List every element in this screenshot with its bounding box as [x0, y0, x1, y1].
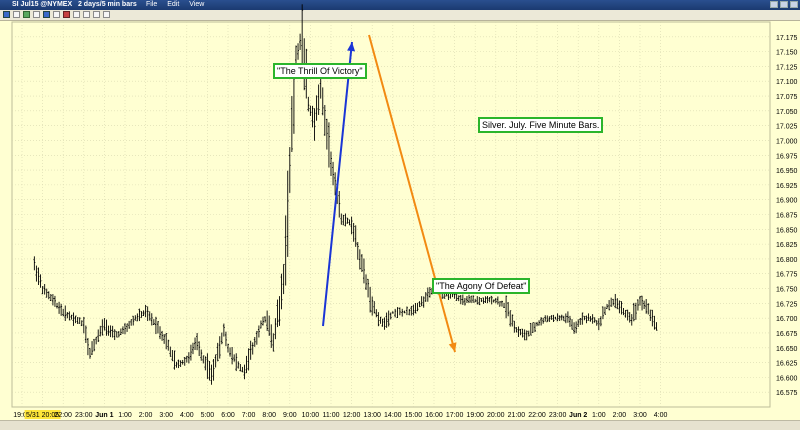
x-tick-label: Jun 1	[95, 412, 113, 419]
zoom-in-icon[interactable]	[43, 11, 50, 18]
x-tick-label: 12:00	[343, 412, 361, 419]
y-tick-label: 16.825	[776, 242, 798, 249]
menu-edit[interactable]: Edit	[167, 1, 180, 8]
y-tick-label: 16.900	[776, 198, 798, 205]
y-tick-label: 17.100	[776, 79, 798, 86]
x-tick-label: 22:00	[528, 412, 546, 419]
y-tick-label: 16.675	[776, 331, 798, 338]
x-tick-label: 10:00	[302, 412, 320, 419]
y-tick-label: 17.000	[776, 138, 798, 145]
x-tick-label: 19:00	[13, 412, 31, 419]
chart-scrollbar[interactable]	[0, 420, 800, 430]
x-tick-highlight	[24, 410, 61, 419]
cursor-tool-icon[interactable]	[3, 11, 10, 18]
agony-of-defeat-label: "The Agony Of Defeat"	[432, 278, 531, 294]
print-icon[interactable]	[103, 11, 110, 18]
chart-grid	[11, 21, 771, 408]
x-tick-label: 2:00	[613, 412, 627, 419]
y-tick-label: 17.075	[776, 94, 798, 101]
down-arrow-head	[448, 342, 457, 352]
refresh-icon[interactable]	[93, 11, 100, 18]
x-tick-label: 5/31 20:05	[26, 412, 59, 419]
up-arrow	[322, 41, 353, 327]
menu-bar: File Edit View	[146, 0, 212, 10]
y-tick-label: 17.050	[776, 109, 798, 116]
y-tick-label: 16.700	[776, 316, 798, 323]
grid-toggle-icon[interactable]	[73, 11, 80, 18]
down-arrow	[368, 34, 456, 353]
y-tick-label: 16.725	[776, 301, 798, 308]
x-tick-label: 8:00	[262, 412, 276, 419]
x-tick-label: 1:00	[592, 412, 606, 419]
y-tick-label: 16.950	[776, 168, 798, 175]
x-tick-label: 4:00	[654, 412, 668, 419]
window-titlebar: SI Jul15 @NYMEX 2 days/5 min bars File E…	[0, 0, 800, 10]
thrill-of-victory-label: "The Thrill Of Victory"	[273, 63, 367, 79]
x-tick-label: 16:00	[425, 412, 443, 419]
menu-view[interactable]: View	[189, 1, 205, 8]
x-tick-label: 3:00	[633, 412, 647, 419]
y-tick-label: 17.175	[776, 35, 798, 42]
x-tick-label: 19:00	[466, 412, 484, 419]
y-tick-label: 16.625	[776, 361, 798, 368]
x-tick-label: 1:00	[118, 412, 132, 419]
x-tick-label: 5:00	[201, 412, 215, 419]
x-tick-label: 2:00	[139, 412, 153, 419]
x-tick-label: Jun 2	[569, 412, 587, 419]
x-tick-label: 7:00	[242, 412, 256, 419]
x-tick-label: 14:00	[384, 412, 402, 419]
y-tick-label: 16.600	[776, 375, 798, 382]
chart-caption-label: Silver. July. Five Minute Bars.	[478, 117, 604, 133]
menu-file[interactable]: File	[146, 1, 158, 8]
close-icon[interactable]	[790, 1, 798, 8]
draw-line-tool-icon[interactable]	[23, 11, 30, 18]
x-tick-label: 9:00	[283, 412, 297, 419]
y-axis: 16.575 16.600 16.625 16.650 16.675 16.700 16.7…	[776, 35, 798, 397]
y-tick-label: 17.150	[776, 50, 798, 57]
y-tick-label: 17.125	[776, 64, 798, 71]
x-tick-label: 6:00	[221, 412, 235, 419]
chart-title: SI Jul15 @NYMEX 2 days/5 min bars	[12, 1, 137, 8]
x-tick-label: 21:00	[508, 412, 526, 419]
zoom-out-icon[interactable]	[53, 11, 60, 18]
y-tick-label: 16.975	[776, 153, 798, 160]
x-tick-label: 23:00	[549, 412, 567, 419]
x-tick-label: 20:00	[487, 412, 505, 419]
x-tick-label: 22:00	[54, 412, 72, 419]
delete-drawing-icon[interactable]	[63, 11, 70, 18]
text-tool-icon[interactable]	[33, 11, 40, 18]
price-series	[33, 4, 658, 385]
maximize-icon[interactable]	[780, 1, 788, 8]
y-tick-label: 16.775	[776, 272, 798, 279]
y-tick-label: 16.875	[776, 213, 798, 220]
x-tick-label: 13:00	[363, 412, 381, 419]
y-tick-label: 16.650	[776, 346, 798, 353]
y-tick-label: 16.925	[776, 183, 798, 190]
settings-icon[interactable]	[83, 11, 90, 18]
x-tick-label: 15:00	[405, 412, 423, 419]
chart-toolbar	[0, 10, 800, 21]
x-tick-label: 4:00	[180, 412, 194, 419]
trend-arrows	[322, 34, 457, 353]
y-tick-label: 16.750	[776, 287, 798, 294]
minimize-icon[interactable]	[770, 1, 778, 8]
y-tick-label: 16.575	[776, 390, 798, 397]
up-arrow-head	[347, 42, 356, 52]
y-tick-label: 17.025	[776, 124, 798, 131]
x-tick-label: 3:00	[159, 412, 173, 419]
y-tick-label: 16.850	[776, 227, 798, 234]
x-tick-label: 17:00	[446, 412, 464, 419]
x-tick-label: 23:00	[75, 412, 93, 419]
x-tick-label: 11:00	[323, 412, 340, 419]
crosshair-tool-icon[interactable]	[13, 11, 20, 18]
y-tick-label: 16.800	[776, 257, 798, 264]
